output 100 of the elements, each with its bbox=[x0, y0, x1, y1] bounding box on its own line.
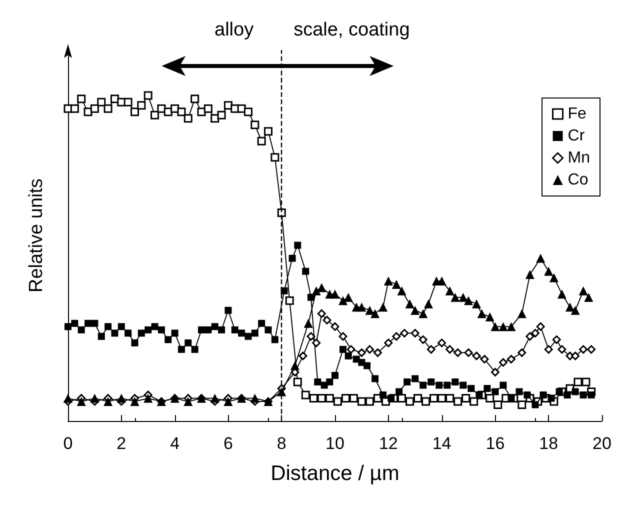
x-axis-title: Distance / µm bbox=[270, 462, 400, 485]
point bbox=[498, 322, 508, 332]
point bbox=[104, 396, 113, 406]
point bbox=[330, 322, 340, 331]
point bbox=[506, 322, 516, 332]
point bbox=[357, 302, 366, 312]
point bbox=[384, 338, 393, 348]
point bbox=[338, 296, 348, 306]
legend-label: Mn bbox=[568, 150, 590, 166]
point bbox=[250, 394, 260, 403]
point bbox=[365, 345, 374, 354]
point bbox=[485, 312, 494, 322]
point bbox=[565, 302, 574, 312]
point bbox=[304, 318, 313, 328]
x-tick-label: 4 bbox=[170, 434, 180, 453]
point bbox=[365, 306, 374, 315]
point bbox=[480, 354, 489, 364]
point bbox=[477, 309, 486, 318]
point bbox=[578, 286, 588, 296]
point bbox=[490, 322, 500, 332]
point bbox=[557, 290, 566, 299]
point bbox=[544, 266, 554, 276]
point bbox=[587, 345, 596, 354]
point bbox=[579, 345, 588, 354]
point bbox=[312, 338, 321, 348]
point bbox=[130, 396, 140, 406]
point bbox=[317, 309, 326, 318]
point bbox=[90, 394, 100, 403]
point bbox=[549, 273, 558, 282]
x-tick-label: 16 bbox=[486, 434, 505, 453]
point bbox=[298, 352, 308, 360]
point bbox=[224, 396, 233, 406]
point bbox=[536, 322, 545, 331]
x-tick-label: 2 bbox=[116, 434, 126, 453]
point bbox=[584, 292, 594, 302]
point bbox=[370, 309, 380, 318]
point bbox=[306, 332, 316, 341]
x-tick-label: 10 bbox=[326, 434, 344, 453]
point bbox=[312, 286, 321, 296]
point bbox=[454, 348, 462, 357]
point bbox=[290, 361, 300, 370]
point bbox=[525, 270, 534, 280]
x-tick-label: 14 bbox=[432, 434, 452, 453]
point bbox=[424, 299, 433, 308]
point bbox=[571, 352, 580, 360]
point bbox=[446, 345, 454, 354]
point bbox=[397, 286, 406, 296]
point bbox=[472, 299, 482, 308]
point bbox=[410, 306, 420, 315]
x-tick-label: 12 bbox=[378, 434, 398, 453]
point bbox=[184, 396, 193, 406]
point bbox=[445, 286, 454, 296]
point bbox=[277, 387, 286, 396]
point bbox=[426, 345, 436, 354]
point bbox=[552, 335, 561, 344]
point bbox=[210, 394, 220, 403]
point bbox=[400, 328, 409, 338]
point bbox=[346, 345, 356, 354]
point bbox=[450, 292, 460, 302]
point bbox=[418, 335, 428, 344]
point bbox=[144, 394, 153, 403]
x-tick-label: 8 bbox=[276, 434, 286, 453]
point bbox=[378, 302, 388, 312]
point bbox=[570, 306, 580, 315]
point bbox=[330, 290, 340, 299]
point bbox=[498, 358, 508, 367]
point bbox=[518, 348, 526, 357]
legend-label: Cr bbox=[568, 128, 586, 144]
point bbox=[338, 332, 348, 341]
x-tick-label: 18 bbox=[539, 434, 558, 453]
point bbox=[517, 309, 526, 318]
point bbox=[373, 348, 382, 357]
point bbox=[536, 254, 546, 263]
legend-label: Fe bbox=[568, 106, 587, 122]
x-tick-label: 6 bbox=[223, 434, 233, 453]
x-tick-label: 0 bbox=[63, 434, 73, 453]
point bbox=[464, 296, 473, 306]
point bbox=[438, 338, 446, 348]
x-tick-label: 20 bbox=[592, 434, 612, 453]
legend-label: Co bbox=[568, 172, 588, 188]
text: scale, coating bbox=[294, 20, 410, 40]
text: alloy bbox=[214, 20, 254, 40]
point bbox=[405, 299, 414, 308]
point bbox=[76, 396, 86, 406]
point bbox=[116, 394, 126, 403]
point bbox=[317, 283, 326, 292]
point bbox=[506, 354, 516, 364]
y-axis-title: Relative units bbox=[26, 178, 47, 293]
point bbox=[526, 332, 534, 341]
point bbox=[410, 328, 420, 338]
point bbox=[392, 280, 401, 289]
point bbox=[418, 309, 428, 318]
point bbox=[384, 276, 393, 286]
point bbox=[322, 316, 332, 324]
point bbox=[544, 345, 553, 354]
point bbox=[464, 348, 473, 357]
point bbox=[357, 348, 366, 357]
point bbox=[558, 345, 566, 354]
point bbox=[490, 368, 500, 376]
point bbox=[472, 352, 481, 360]
